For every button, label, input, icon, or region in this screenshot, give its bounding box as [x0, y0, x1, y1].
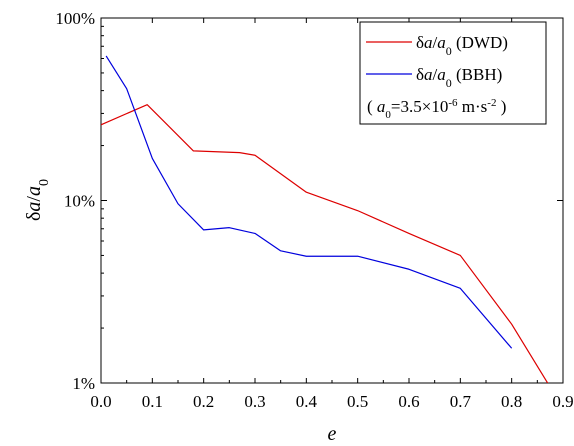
x-tick-label: 0.7: [450, 392, 472, 411]
series-line-dwd: [101, 104, 549, 383]
y-label-prefix: δ: [23, 212, 45, 221]
x-tick-label: 0.3: [244, 392, 265, 411]
legend-label-bbh: δa/a0 (BBH): [416, 65, 502, 90]
y-axis-label: δa/a0: [23, 179, 52, 221]
x-tick-label: 0.2: [193, 392, 214, 411]
series-line-bbh: [105, 55, 513, 349]
legend-box: [359, 21, 547, 125]
series-layer: [101, 55, 549, 383]
y-label-num: a: [23, 202, 45, 212]
x-axis-label: e: [328, 423, 337, 445]
x-tick-label: 0.5: [347, 392, 368, 411]
x-tick-label: 0.1: [142, 392, 163, 411]
y-tick-label: 10%: [64, 192, 95, 211]
y-label-slash: /: [23, 196, 45, 202]
y-axis-ticks: 1% 10% 100%: [55, 9, 563, 393]
x-tick-label: 0.0: [90, 392, 111, 411]
x-tick-label: 0.9: [552, 392, 573, 411]
x-axis-ticks: 0.0 0.1 0.2 0.3 0.4 0.5 0.6 0.7 0.8 0.9: [90, 18, 574, 411]
legend-label-dwd: δa/a0 (DWD): [416, 33, 508, 58]
legend: δa/a0 (DWD) δa/a0 (BBH) ( a0=3.5×10-6 m·…: [359, 21, 547, 125]
y-tick-label: 1%: [72, 374, 95, 393]
x-tick-label: 0.8: [501, 392, 522, 411]
y-tick-label: 100%: [55, 9, 95, 28]
x-tick-label: 0.4: [296, 392, 318, 411]
legend-note: ( a0=3.5×10-6 m·s-2 ): [367, 97, 506, 121]
x-tick-label: 0.6: [398, 392, 419, 411]
y-label-den: a: [23, 186, 45, 196]
y-label-den-sub: 0: [37, 179, 52, 186]
